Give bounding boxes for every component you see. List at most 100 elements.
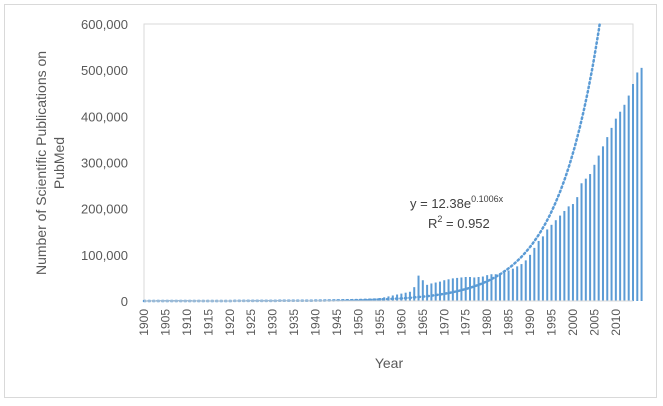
x-tick-label: 1900 [137, 309, 151, 336]
bar [589, 174, 592, 301]
x-tick-label: 2005 [587, 309, 601, 336]
bar [593, 164, 596, 301]
bar [567, 206, 570, 301]
bar [571, 204, 574, 301]
x-axis-title: Year [375, 355, 404, 371]
bar [554, 220, 557, 301]
bar [511, 268, 514, 301]
bar [636, 72, 639, 301]
y-axis-title: Number of Scientific Publications on Pub… [33, 51, 67, 275]
r-squared-letter: R [428, 216, 437, 231]
x-tick-label: 1915 [201, 309, 215, 336]
bar [627, 95, 630, 301]
trend-r-squared: R2 = 0.952 [428, 214, 490, 231]
bar [563, 210, 566, 301]
bar [421, 280, 424, 301]
bar [640, 67, 643, 301]
bar [550, 224, 553, 301]
bar [417, 275, 420, 301]
bar [486, 275, 489, 301]
bar [597, 155, 600, 301]
y-tick-label: 500,000 [81, 63, 128, 78]
y-axis-title-line-2: PubMed [51, 137, 67, 189]
bar [584, 178, 587, 301]
bar [494, 274, 497, 301]
bar [404, 292, 407, 301]
bar [614, 118, 617, 302]
x-tick-label: 1980 [480, 309, 494, 336]
x-tick-label: 1930 [266, 309, 280, 336]
r-squared-superscript: 2 [437, 214, 442, 224]
y-tick-labels: 0 100,000 200,000 300,000 400,000 500,000 600,… [81, 17, 128, 309]
bar [447, 279, 450, 301]
x-tick-label: 1925 [244, 309, 258, 336]
x-tick-label: 1990 [523, 309, 537, 336]
bar [610, 127, 613, 301]
x-tick-label: 1960 [394, 309, 408, 336]
bar [537, 240, 540, 301]
trendline [142, 22, 601, 303]
bar [559, 215, 562, 301]
bar [353, 299, 356, 301]
x-tick-label: 1905 [158, 309, 172, 336]
x-tick-label: 1945 [330, 309, 344, 336]
bar [408, 291, 411, 301]
x-tick-label: 1970 [437, 309, 451, 336]
bar-series [143, 67, 643, 302]
y-axis-title-line-1: Number of Scientific Publications on [33, 51, 49, 275]
x-tick-labels: 1900 1905 1910 1915 1920 1925 1930 1935 1940 1945… [137, 309, 623, 336]
x-tick-label: 1985 [502, 309, 516, 336]
bar [413, 287, 416, 301]
y-tick-label: 300,000 [81, 156, 128, 171]
bar [438, 281, 441, 301]
bar [443, 280, 446, 301]
bar [606, 137, 609, 301]
trend-equation-base: y = 12.38e [410, 196, 471, 211]
bar [576, 197, 579, 301]
y-tick-label: 100,000 [81, 248, 128, 263]
bar [516, 266, 519, 301]
x-tick-label: 1975 [459, 309, 473, 336]
bar [546, 229, 549, 301]
bar [601, 146, 604, 301]
x-tick-label: 1995 [545, 309, 559, 336]
x-tick-label: 1965 [416, 309, 430, 336]
bar [619, 111, 622, 301]
bar [361, 299, 364, 301]
x-tick-label: 1935 [287, 309, 301, 336]
trend-equation: y = 12.38e0.1006x [410, 194, 504, 211]
x-tick-label: 1920 [223, 309, 237, 336]
bar [426, 284, 429, 301]
r-squared-value: = 0.952 [442, 216, 489, 231]
x-tick-label: 1940 [309, 309, 323, 336]
bar [503, 272, 506, 301]
bar [490, 274, 493, 301]
y-tick-label: 200,000 [81, 202, 128, 217]
x-tick-label: 1955 [373, 309, 387, 336]
bar [460, 277, 463, 301]
bar [477, 276, 480, 301]
trend-equation-exponent: 0.1006x [471, 194, 504, 204]
x-tick-label: 2010 [609, 309, 623, 336]
bar [357, 299, 360, 301]
bar [524, 260, 527, 301]
bar [632, 84, 634, 302]
y-tick-label: 0 [121, 294, 128, 309]
chart-frame [4, 4, 657, 398]
bar [580, 183, 583, 301]
x-tick-label: 1950 [351, 309, 365, 336]
bar [469, 276, 471, 301]
bar [529, 254, 532, 301]
y-tick-label: 400,000 [81, 109, 128, 124]
bar [451, 278, 454, 301]
bar [473, 277, 476, 301]
bar [623, 104, 626, 302]
bar [464, 276, 467, 301]
bar [481, 276, 484, 301]
bar [507, 270, 510, 301]
bar [430, 283, 433, 301]
bar [434, 282, 437, 301]
bar [456, 277, 459, 301]
x-tick-label: 1910 [180, 309, 194, 336]
bar [520, 264, 523, 301]
